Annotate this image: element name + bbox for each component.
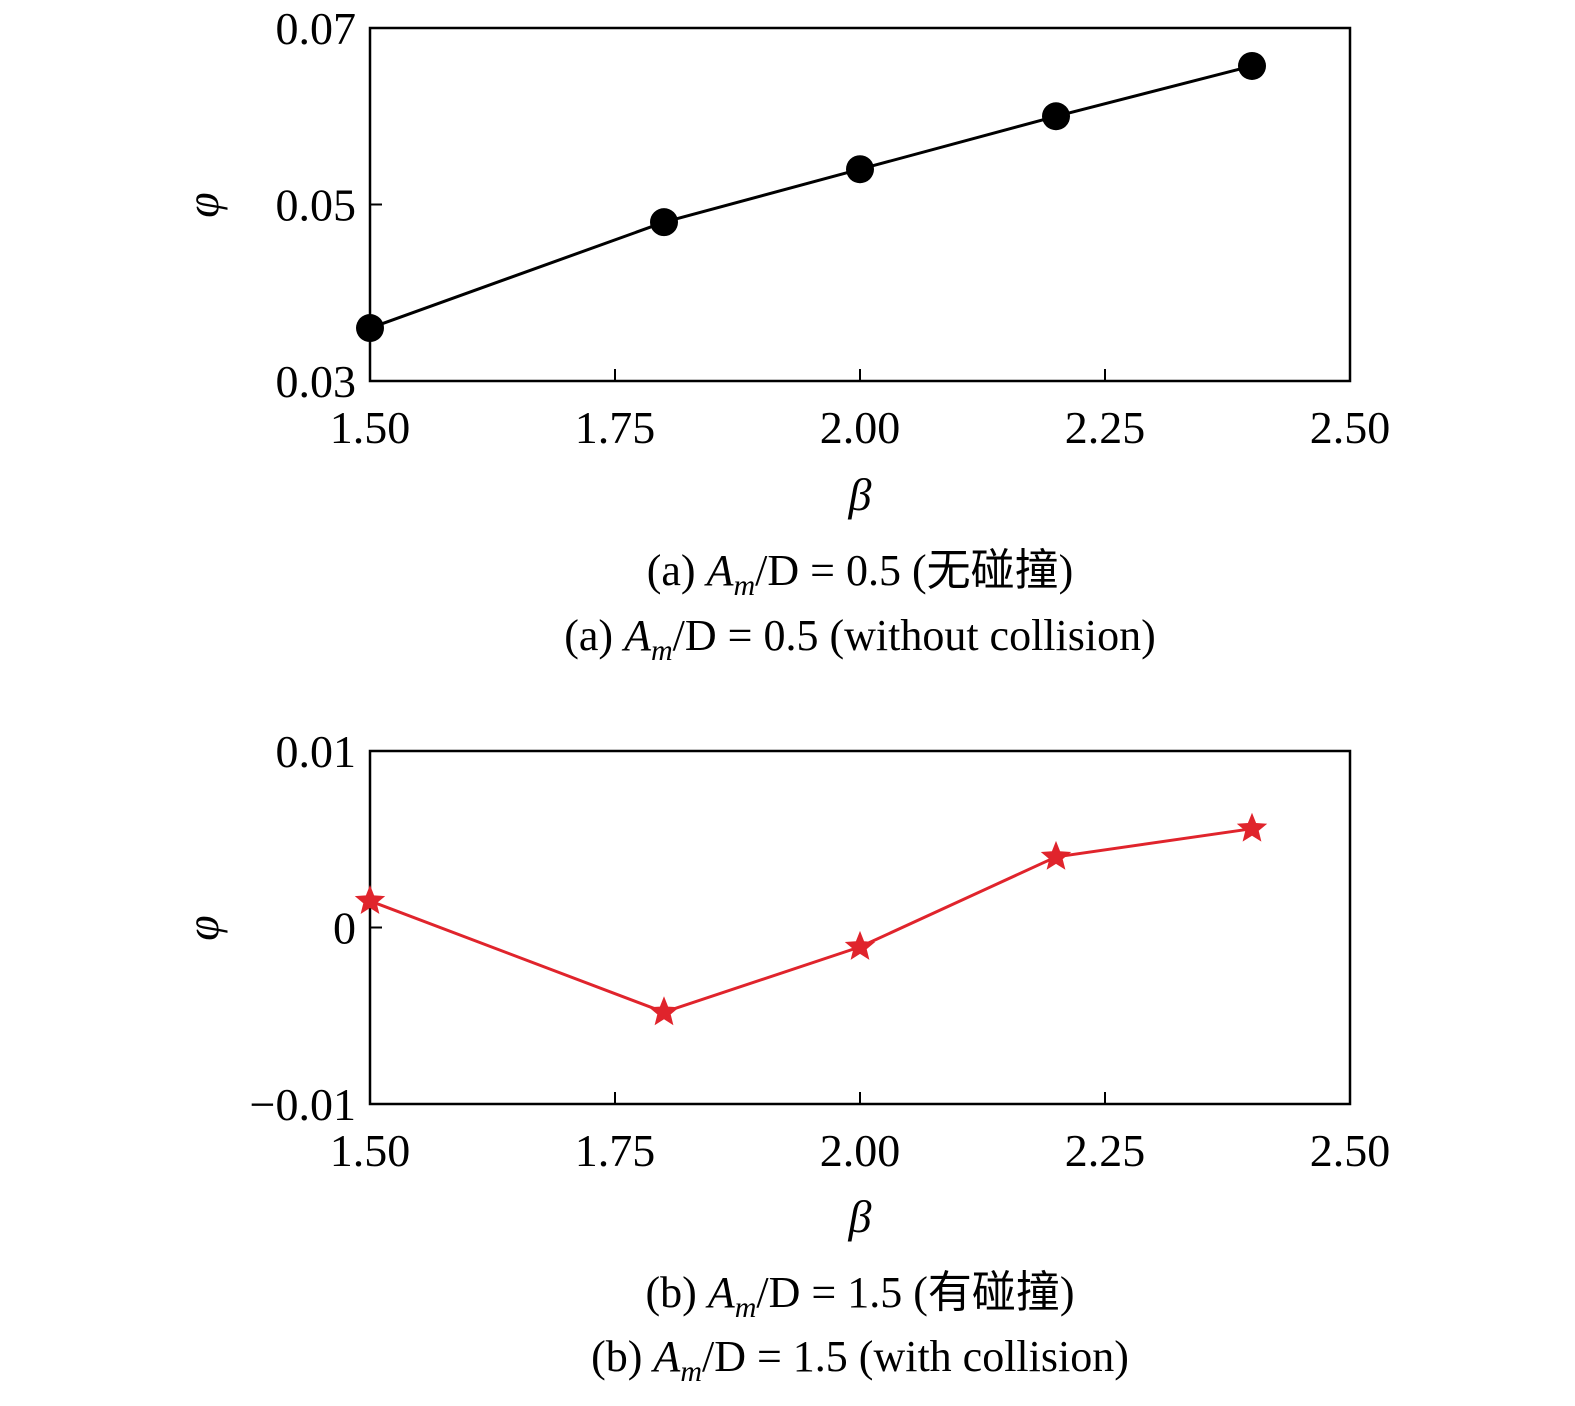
data-series xyxy=(354,812,1268,1026)
caption-cn: (b) Am/D = 1.5 (有碰撞) xyxy=(646,1268,1075,1324)
x-tick-label: 1.75 xyxy=(575,1125,656,1176)
y-tick-label: 0.03 xyxy=(276,356,357,407)
series-line xyxy=(369,827,1253,1014)
caption-cn: (a) Am/D = 0.5 (无碰撞) xyxy=(647,546,1074,602)
x-tick-label: 2.00 xyxy=(820,402,901,453)
y-axis-label: φ xyxy=(177,915,228,940)
x-axis-label: β xyxy=(848,469,872,520)
data-point xyxy=(354,885,386,914)
x-tick-label: 2.25 xyxy=(1065,1125,1146,1176)
axis-ticks xyxy=(369,27,1351,382)
y-axis-label: φ xyxy=(177,192,228,217)
data-point xyxy=(1040,840,1072,870)
x-tick-label: 2.25 xyxy=(1065,402,1146,453)
caption-en: (b) Am/D = 1.5 (with collision) xyxy=(591,1332,1129,1388)
x-tick-label: 2.00 xyxy=(820,1125,901,1176)
x-tick-label: 1.75 xyxy=(575,402,656,453)
x-tick-label: 2.50 xyxy=(1310,402,1391,453)
data-point xyxy=(356,314,384,343)
y-tick-label: 0.05 xyxy=(276,180,357,231)
y-tick-label: 0.01 xyxy=(276,726,357,777)
y-tick-label: 0 xyxy=(333,903,356,954)
tick-labels: 1.50 1.75 2.00 2.25 2.50 0.03 0.05 0.07 xyxy=(276,3,1391,453)
data-series xyxy=(356,51,1266,343)
chart-panel-b: 1.50 1.75 2.00 2.25 2.50 −0.01 0 0.01 β φ (b) A… xyxy=(177,726,1390,1388)
data-point xyxy=(650,208,678,237)
plot-frame xyxy=(368,749,1352,1106)
y-tick-label: 0.07 xyxy=(276,3,357,54)
tick-labels: 1.50 1.75 2.00 2.25 2.50 −0.01 0 0.01 xyxy=(250,726,1391,1176)
x-tick-label: 1.50 xyxy=(330,402,411,453)
data-point xyxy=(846,155,874,184)
data-point xyxy=(1042,102,1070,131)
series-line xyxy=(369,64,1253,330)
data-point xyxy=(1236,812,1268,842)
x-axis-label: β xyxy=(848,1191,872,1242)
data-point xyxy=(1238,51,1266,80)
data-point xyxy=(648,996,680,1026)
caption-en: (a) Am/D = 0.5 (without collision) xyxy=(564,611,1156,667)
plot-frame xyxy=(368,26,1352,383)
x-tick-label: 1.50 xyxy=(330,1125,411,1176)
y-tick-label: −0.01 xyxy=(250,1079,356,1130)
data-point xyxy=(844,930,876,960)
chart-panel-a: 1.50 1.75 2.00 2.25 2.50 0.03 0.05 0.07 β φ (a)… xyxy=(177,3,1390,667)
axis-ticks xyxy=(369,750,1351,1105)
x-tick-label: 2.50 xyxy=(1310,1125,1391,1176)
